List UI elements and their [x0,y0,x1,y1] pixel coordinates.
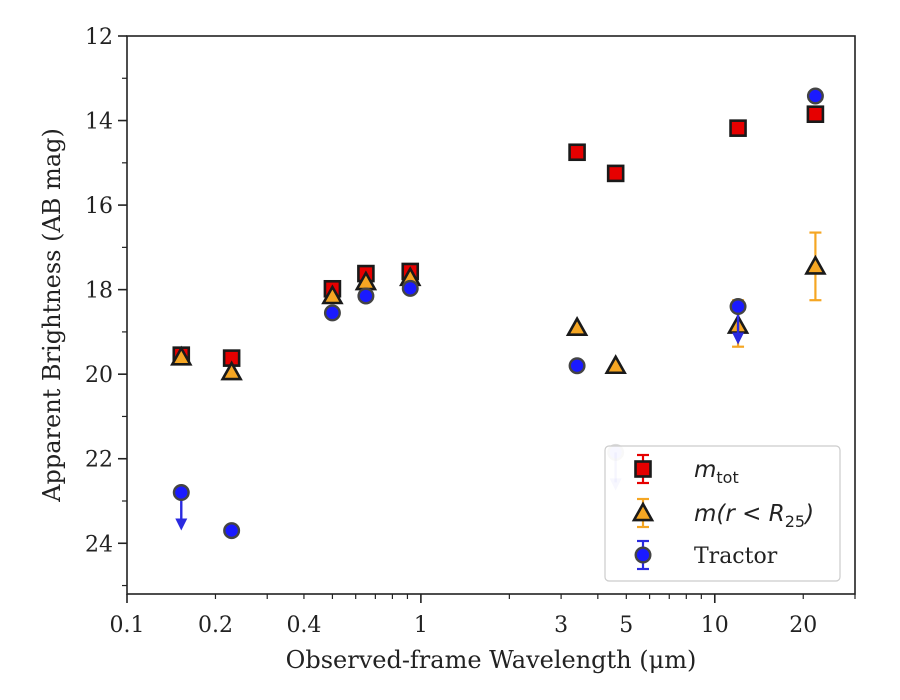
series-mtot [172,105,825,367]
tractor-point-upper-limit-arrow-head [732,332,745,345]
tractor-point [401,279,419,297]
x-tick-label: 0.4 [286,613,321,638]
mtot-point [806,105,825,124]
tractor-point [729,298,747,316]
x-axis-ticks: 0.1 0.2 0.4 1 3 5 10 20 [110,594,856,638]
mr25-point [565,316,589,337]
legend: mtot m(r < R25) Tractor [604,445,841,582]
tractor-point [323,304,341,322]
x-axis-label: Observed-frame Wavelength (μm) [286,646,697,674]
legend-circle-marker [634,546,652,564]
x-tick-label: 10 [701,613,729,638]
mtot-point [729,119,747,137]
y-axis-ticks: 12 14 16 18 20 22 24 [85,25,127,587]
y-tick-label: 14 [85,110,113,135]
y-tick-label: 18 [85,279,113,304]
mr25-point [321,284,344,305]
y-tick-label: 24 [85,532,113,557]
legend-label-main: Tractor [694,544,778,569]
legend-triangle-marker [631,501,655,522]
mr25-point [170,345,193,366]
mtot-point [606,164,625,183]
y-axis-label: Apparent Brightness (AB mag) [38,128,66,503]
y-tick-label: 20 [85,363,113,388]
legend-frame [604,445,841,582]
tractor-point [172,484,190,502]
tractor-point [568,357,586,375]
y-tick-label: 12 [85,25,113,50]
tractor-point [357,287,375,305]
mr25-point [604,354,627,375]
legend-label-main: m(r < R [694,501,785,527]
legend-square-marker [634,460,652,478]
y-tick-label: 22 [85,448,113,473]
x-tick-label: 20 [789,613,817,638]
legend-label: m(r < R25) [694,501,814,531]
tractor-point [223,522,241,540]
x-tick-label: 5 [619,613,633,638]
x-tick-label: 3 [554,613,568,638]
x-tick-label: 0.2 [198,613,233,638]
data-marks [170,87,827,540]
legend-label-tail: ) [803,501,814,527]
x-tick-label: 1 [414,613,428,638]
mr25-point [220,360,243,381]
x-tick-label: 0.1 [110,613,145,638]
plot-area [126,35,856,595]
legend-label-subscript: 25 [785,512,805,531]
tractor-point-upper-limit-arrow-head [175,518,188,531]
legend-label-subscript: tot [716,468,738,487]
tractor-point [806,87,824,105]
legend-label: Tractor [694,544,778,569]
legend-label-main: m [694,457,716,483]
y-tick-label: 16 [85,194,113,219]
series-mr25 [170,231,827,381]
legend-label: mtot [694,457,739,487]
mr25-point [804,254,827,275]
mtot-point [568,143,586,162]
